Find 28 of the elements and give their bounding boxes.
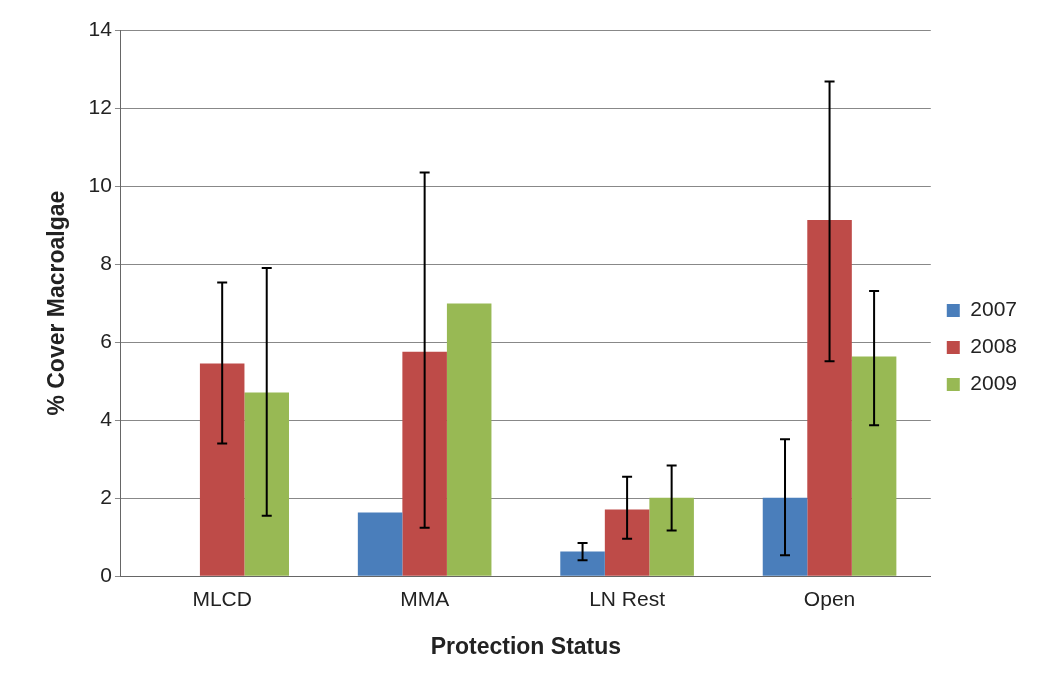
bar (199, 363, 245, 576)
bar (402, 351, 447, 576)
y-tick-label: 8 (100, 250, 112, 274)
bar (649, 497, 694, 576)
bar (244, 392, 289, 576)
bar (807, 220, 852, 576)
y-tick-label: 4 (100, 406, 113, 430)
y-tick-label: 10 (88, 172, 112, 196)
x-tick-label: MLCD (192, 586, 252, 610)
bar (762, 497, 808, 576)
x-axis-title: Protection Status (430, 632, 622, 659)
bar (604, 509, 650, 576)
y-tick-label: 6 (100, 328, 112, 352)
legend-label: 2007 (970, 297, 1017, 321)
legend-label: 2008 (970, 334, 1017, 358)
y-tick-label: 14 (88, 16, 113, 40)
bar (357, 512, 403, 576)
x-tick-label: Open (803, 586, 856, 610)
y-tick-label: 2 (100, 484, 112, 508)
bar (560, 551, 605, 576)
x-tick-label: MMA (400, 586, 450, 610)
bar (851, 356, 897, 576)
y-axis-title: % Cover Macroalgae (43, 190, 70, 416)
y-tick-label: 0 (100, 563, 112, 586)
legend-label: 2009 (970, 371, 1017, 395)
y-tick-label: 12 (88, 94, 112, 118)
x-tick-label: LN Rest (589, 586, 666, 610)
bar (446, 303, 492, 576)
